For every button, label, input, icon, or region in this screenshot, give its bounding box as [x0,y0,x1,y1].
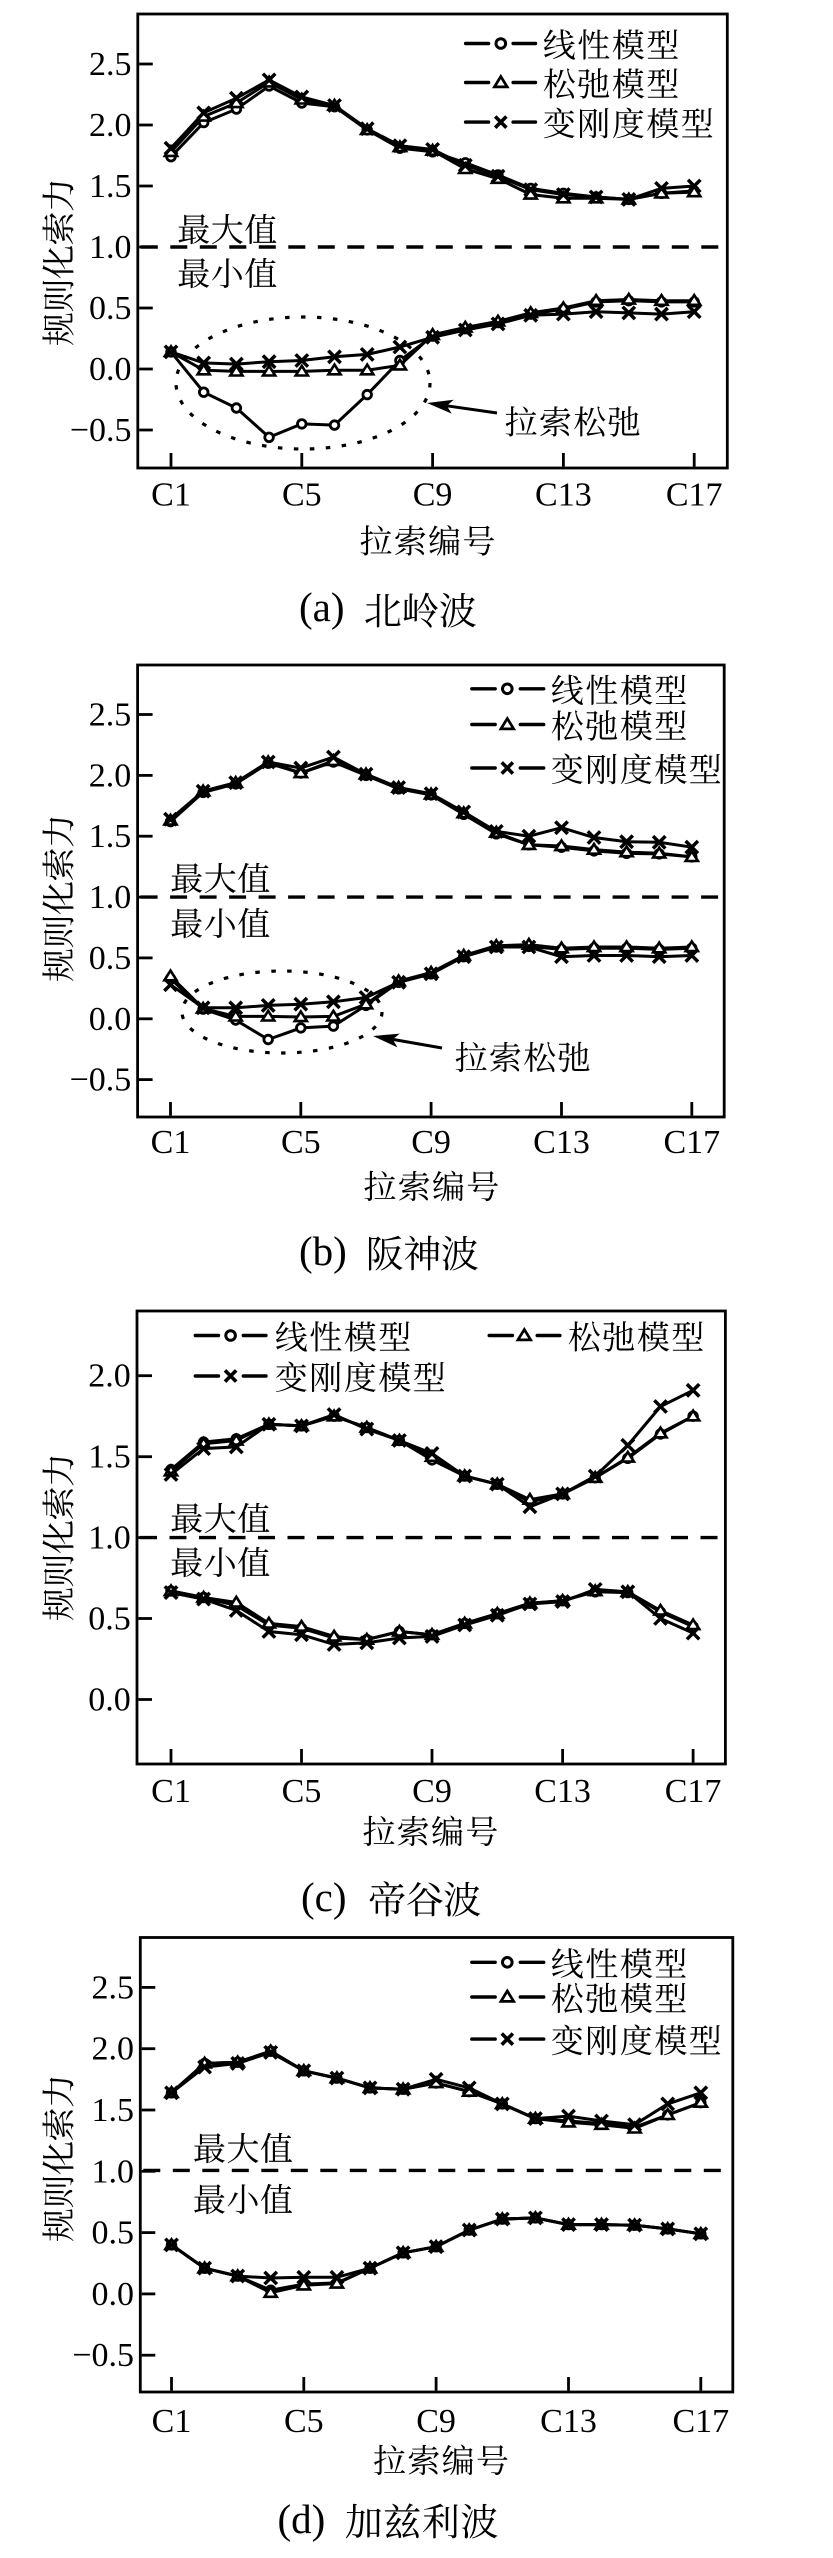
svg-text:C13: C13 [534,1773,591,1810]
svg-text:C5: C5 [284,2403,324,2440]
svg-text:2.5: 2.5 [89,697,132,734]
svg-text:1.0: 1.0 [92,2153,135,2190]
svg-text:C17: C17 [666,477,723,514]
svg-text:1.5: 1.5 [88,1439,131,1476]
svg-text:C17: C17 [665,1773,722,1810]
svg-text:2.5: 2.5 [92,1969,135,2006]
svg-text:(a): (a) [299,584,345,630]
svg-text:0.5: 0.5 [88,1601,131,1638]
svg-text:0.5: 0.5 [89,290,132,327]
svg-text:C9: C9 [416,2403,456,2440]
svg-text:1.5: 1.5 [89,168,132,205]
svg-text:C9: C9 [413,477,453,514]
svg-text:1.0: 1.0 [88,1520,131,1557]
svg-text:C5: C5 [281,1124,321,1161]
svg-text:0.0: 0.0 [89,1001,132,1038]
svg-text:C13: C13 [535,477,592,514]
svg-text:C1: C1 [152,2403,192,2440]
svg-text:C9: C9 [412,1773,452,1810]
svg-text:2.0: 2.0 [89,107,132,144]
svg-text:0.0: 0.0 [88,1682,131,1719]
svg-text:1.0: 1.0 [89,229,132,266]
svg-text:1.5: 1.5 [92,2092,135,2129]
svg-text:C17: C17 [663,1124,720,1161]
svg-text:2.0: 2.0 [88,1358,131,1395]
svg-text:0.5: 0.5 [92,2215,135,2252]
svg-text:(b): (b) [299,1228,347,1274]
svg-text:0.5: 0.5 [89,940,132,977]
svg-text:C17: C17 [672,2403,729,2440]
svg-text:(c): (c) [301,1874,347,1920]
svg-text:C1: C1 [151,1124,191,1161]
svg-text:C5: C5 [282,1773,322,1810]
svg-text:C9: C9 [411,1124,451,1161]
svg-text:0.0: 0.0 [92,2276,135,2313]
svg-text:2.0: 2.0 [92,2031,135,2068]
svg-text:(d): (d) [278,2496,326,2542]
svg-text:C1: C1 [151,477,191,514]
svg-text:−0.5: −0.5 [72,2337,134,2374]
svg-text:−0.5: −0.5 [70,412,132,449]
svg-text:C1: C1 [151,1773,191,1810]
svg-text:0.0: 0.0 [89,351,132,388]
svg-text:1.5: 1.5 [89,818,132,855]
svg-text:C13: C13 [533,1124,590,1161]
svg-text:2.0: 2.0 [89,757,132,794]
svg-text:C13: C13 [540,2403,597,2440]
svg-text:1.0: 1.0 [89,879,132,916]
svg-text:C5: C5 [282,477,322,514]
svg-text:2.5: 2.5 [89,46,132,83]
svg-text:−0.5: −0.5 [70,1062,132,1099]
